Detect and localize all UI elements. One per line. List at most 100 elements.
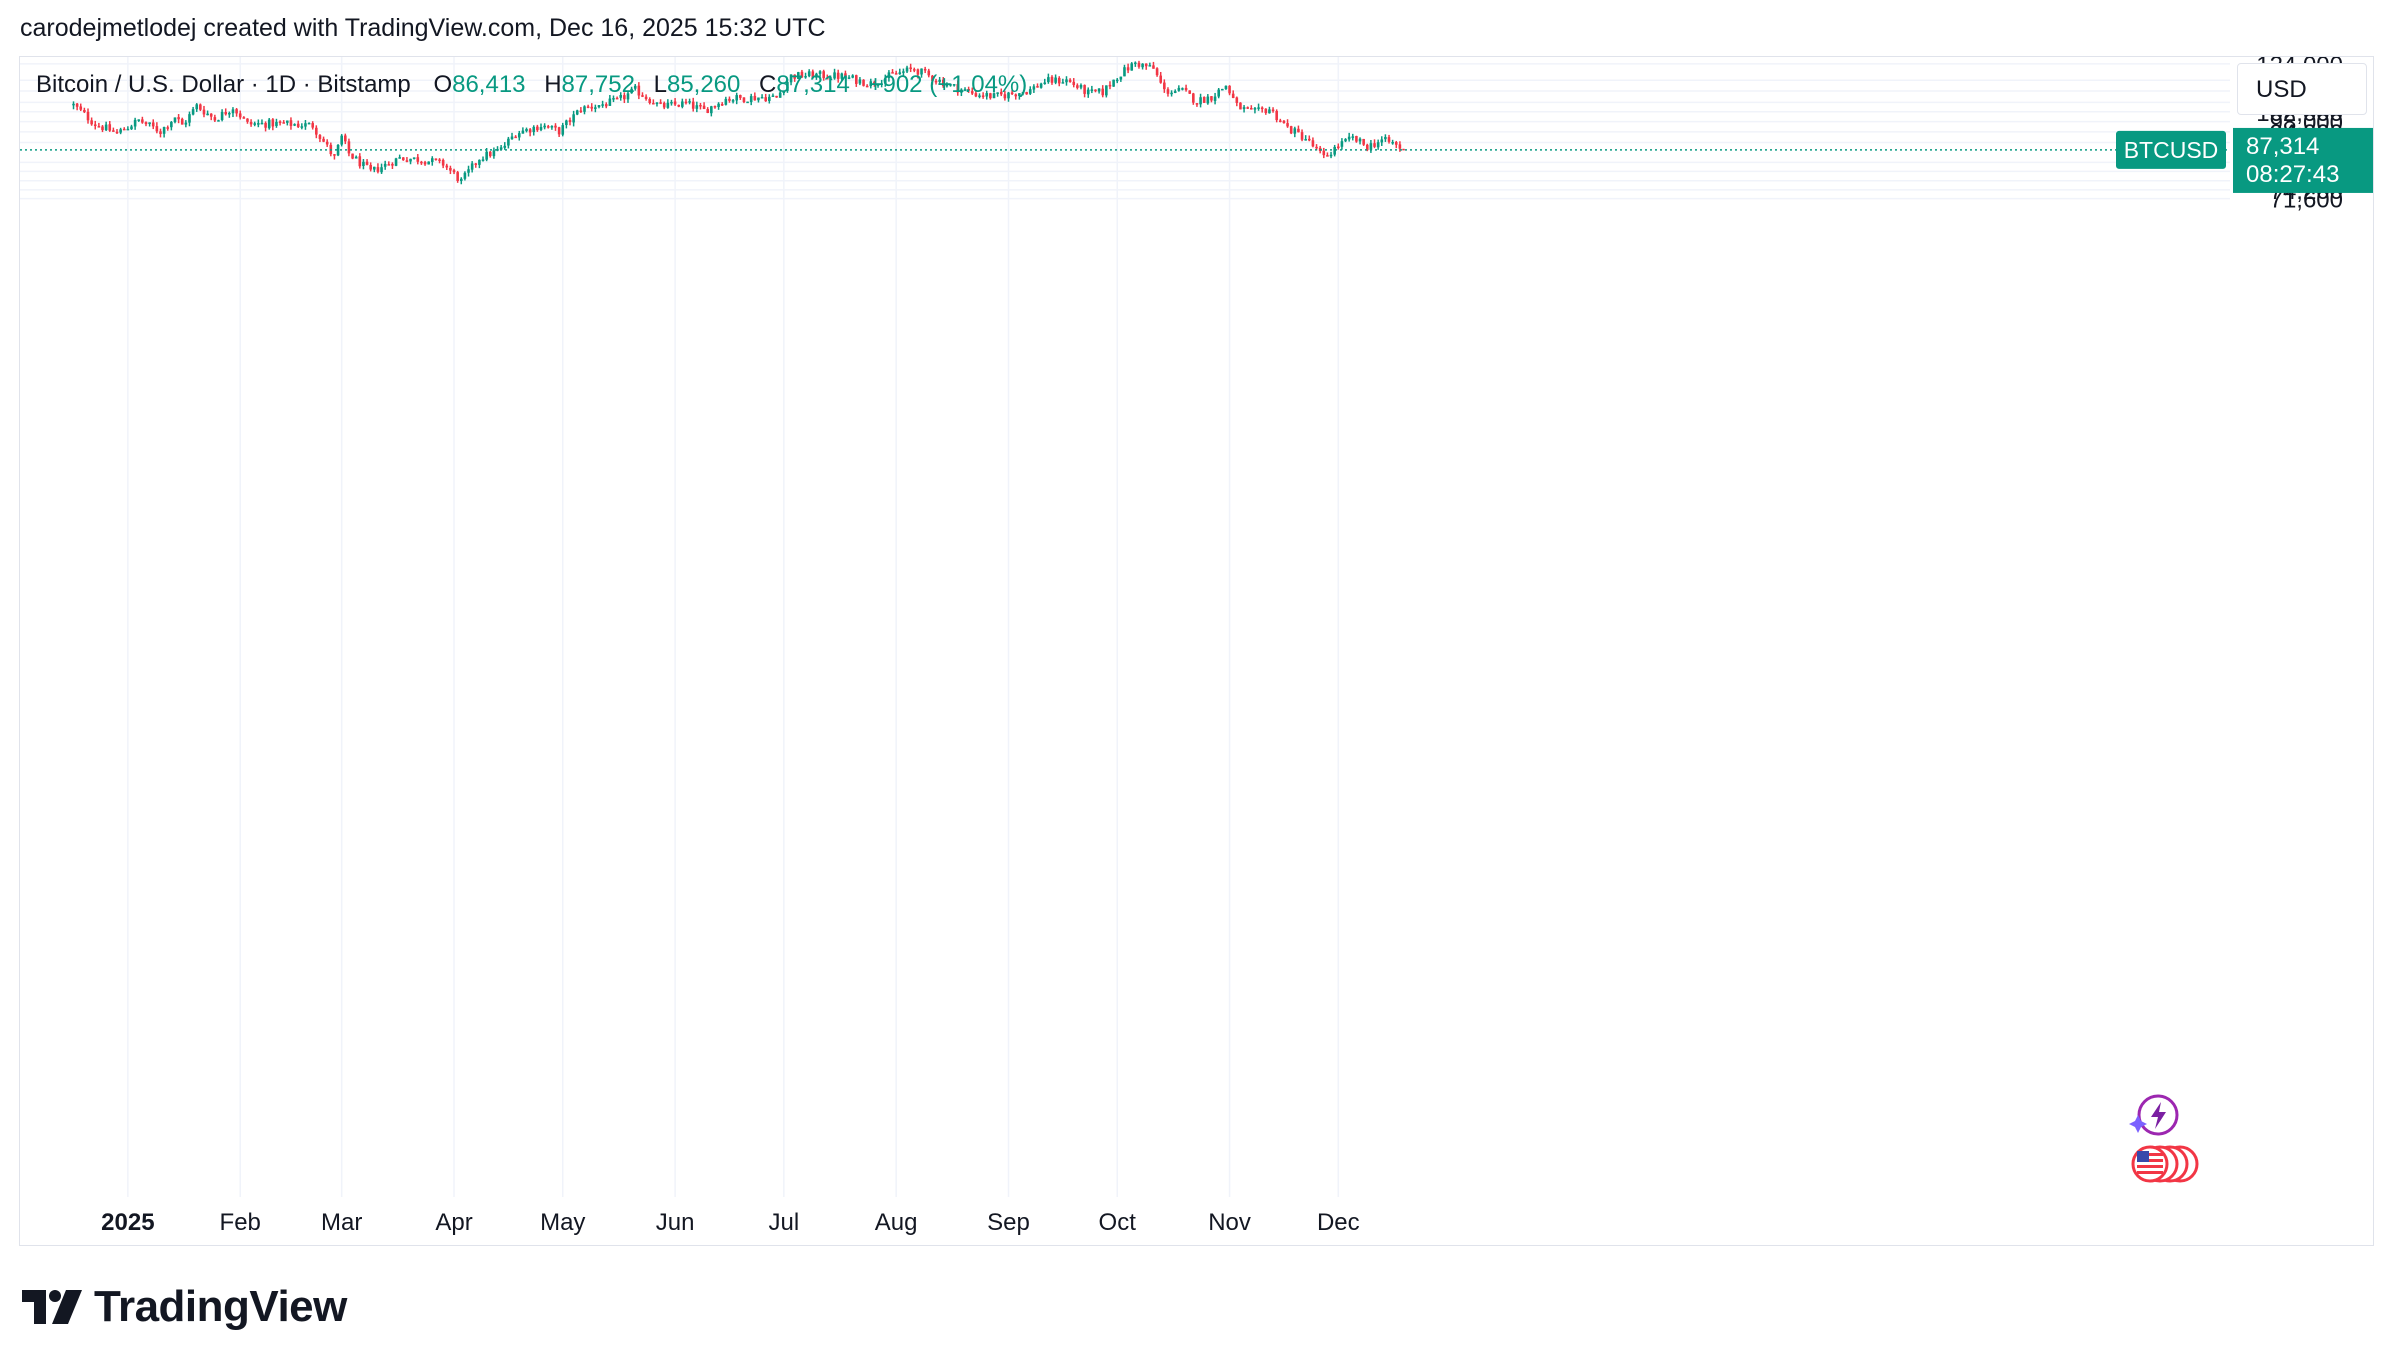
candle (891, 69, 894, 74)
candle (188, 111, 191, 127)
candle (344, 133, 347, 145)
price-badge-countdown: 08:27:43 (2246, 161, 2339, 188)
candle-body (180, 118, 184, 125)
candle (941, 77, 945, 88)
chart-icons (2129, 1094, 2199, 1183)
candle-body (945, 84, 949, 87)
candle (539, 123, 543, 132)
candle (1304, 135, 1307, 141)
candle-body (818, 71, 822, 74)
candle-body (684, 101, 688, 104)
tradingview-logo[interactable]: TradingView (22, 1282, 347, 1332)
candle-body (155, 126, 159, 132)
candle-body (296, 123, 300, 127)
candle (771, 93, 775, 98)
candle (934, 78, 938, 85)
candle (1141, 63, 1144, 70)
candle-body (1275, 110, 1278, 121)
candle (970, 87, 974, 95)
candle (1242, 105, 1246, 113)
candle-body (264, 122, 267, 128)
candle (213, 114, 217, 122)
candle (1275, 109, 1278, 123)
candle (1279, 118, 1282, 123)
candle (173, 117, 177, 124)
candle-body (677, 104, 681, 107)
candle (1184, 84, 1188, 92)
candle (231, 107, 235, 118)
candle-body (873, 81, 876, 85)
candle-body (1369, 143, 1373, 150)
candle-body (1018, 93, 1021, 96)
candle-body (844, 73, 847, 78)
candle (956, 80, 960, 96)
candle-body (376, 167, 380, 172)
symbol-title[interactable]: Bitcoin / U.S. Dollar · 1D · Bitstamp (36, 71, 411, 98)
candle (557, 126, 561, 137)
candle-body (97, 126, 101, 128)
candle (1347, 132, 1351, 142)
candle-body (1221, 88, 1224, 91)
us-flag-events-icon[interactable] (2131, 1145, 2199, 1183)
candle-body (1061, 82, 1065, 84)
candle-body (1159, 75, 1163, 83)
chart-panel[interactable]: 124,000116,000111,000106,000102,00098,00… (19, 56, 2374, 1246)
x-tick-label: Dec (1317, 1209, 1360, 1236)
candle (1047, 73, 1050, 84)
candle-body (1297, 128, 1300, 133)
candle-body (1195, 103, 1199, 105)
candle-body (735, 95, 739, 101)
candle-body (641, 95, 644, 97)
candle-body (963, 89, 967, 91)
candle (749, 93, 753, 106)
candle-body (307, 122, 311, 125)
candle-body (1173, 91, 1177, 93)
currency-button[interactable]: USD (2237, 63, 2367, 115)
candle-body (891, 72, 894, 74)
candle (315, 125, 318, 139)
candle (862, 79, 865, 87)
x-tick-label: Jun (656, 1209, 695, 1236)
candle-body (659, 102, 662, 104)
candle (463, 171, 467, 181)
candle-body (702, 105, 706, 110)
candle (1108, 81, 1112, 90)
candle-body (793, 74, 796, 79)
candle-body (293, 124, 296, 126)
candle (206, 110, 209, 116)
candle (778, 89, 782, 98)
candle (75, 102, 79, 111)
lightning-alert-icon[interactable] (2129, 1094, 2179, 1136)
candle (383, 160, 387, 170)
candle (322, 136, 325, 143)
candle-body (151, 122, 155, 127)
candle-body (786, 82, 789, 91)
candle (409, 158, 412, 165)
candle-body (456, 172, 459, 181)
candle-body (565, 120, 568, 125)
candle-body (1170, 92, 1173, 95)
candle (550, 125, 554, 130)
candle (967, 86, 970, 93)
candle (452, 168, 456, 175)
candle (902, 68, 905, 76)
candle-body (1242, 107, 1246, 109)
candle (898, 68, 902, 75)
candle (829, 76, 833, 81)
candle (746, 101, 749, 104)
candle-body (1021, 91, 1025, 94)
candle (876, 83, 880, 88)
open-label: O (433, 71, 453, 98)
candle-body (739, 95, 742, 98)
candle-body (894, 73, 898, 75)
candle-body (586, 106, 590, 108)
candle (1105, 85, 1108, 98)
candle (869, 78, 873, 89)
candlestick-chart[interactable]: 124,000116,000111,000106,000102,00098,00… (20, 57, 2374, 1246)
candle (630, 86, 633, 94)
candle-body (1293, 128, 1297, 134)
candle (122, 127, 126, 131)
candle (1177, 85, 1181, 92)
candle (775, 95, 778, 98)
candle (289, 117, 293, 130)
